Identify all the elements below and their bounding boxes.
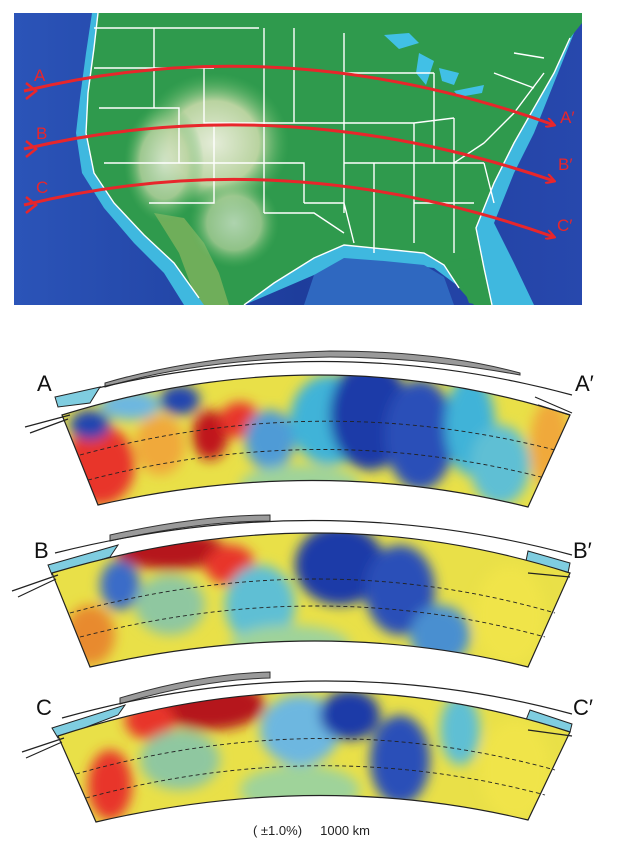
scale-label: 1000 km (320, 823, 370, 838)
great-lakes (384, 33, 484, 97)
north-america-map: A A′ B B′ C C′ (14, 13, 582, 305)
map-label-a: A (34, 66, 46, 85)
map-label-c: C (36, 178, 48, 197)
section-label-c-prime: C′ (573, 695, 594, 720)
section-label-a-prime: A′ (575, 371, 594, 396)
section-label-b-prime: B′ (573, 538, 592, 563)
profile-line-b (23, 123, 554, 181)
section-label-c: C (36, 695, 52, 720)
cross-section-b: B B′ (0, 505, 623, 668)
range-label: ( ±1.0%) (252, 823, 303, 838)
map-label-b-prime: B′ (558, 155, 573, 174)
section-label-b: B (34, 538, 49, 563)
profile-line-a (23, 64, 554, 125)
scale-caption: ( ±1.0%) 1000 km (0, 823, 623, 838)
section-label-a: A (37, 371, 52, 396)
profile-lines (23, 64, 554, 237)
map-label-c-prime: C′ (557, 216, 572, 235)
map-label-b: B (36, 124, 47, 143)
map-label-a-prime: A′ (560, 108, 575, 127)
cross-section-c: C C′ (0, 660, 623, 823)
profile-line-c (23, 177, 554, 237)
cross-section-a: A A′ (0, 345, 623, 508)
